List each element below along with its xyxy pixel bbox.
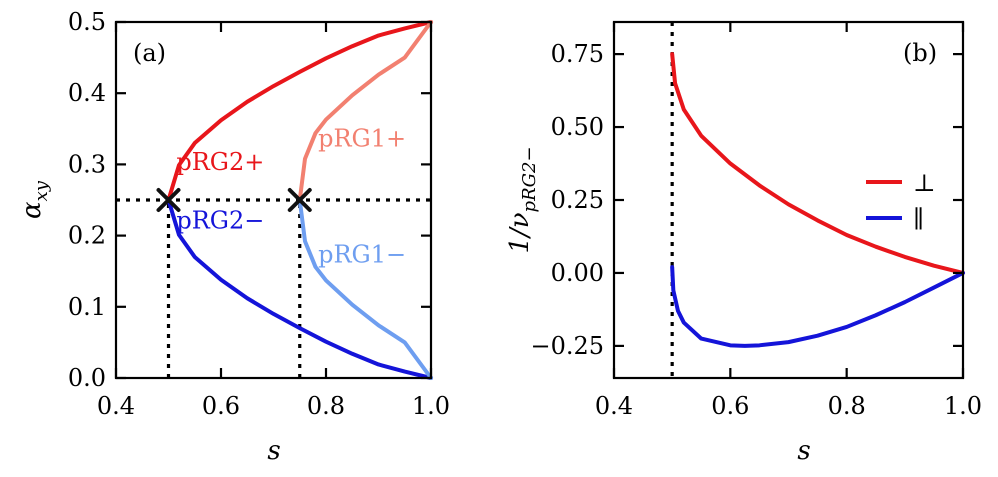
panel-b-series-line-1: [670, 265, 965, 348]
panel-b-series-line-0: [670, 52, 965, 275]
panel-a: pRG2+pRG2−pRG1+pRG1− 0.4 0.6 0.8 1.00.00.10…: [17, 8, 450, 466]
marker-stroke: [156, 188, 181, 212]
panel-b-ticks: 0.4 0.6 0.8 1.0 −0.25 0.00 0.25 0.50 0.75: [530, 22, 982, 420]
panel-a-annotation-4: pRG1−: [318, 241, 406, 269]
panel-a-xlabel: s: [267, 436, 280, 466]
panel-a-annotation-3: pRG1+: [318, 125, 406, 153]
panel-b-ytick-label: −0.25: [530, 332, 604, 360]
panel-a-annotation-1: pRG2+: [176, 148, 264, 176]
panel-b-ylabel: 1/νpRG2−: [505, 146, 540, 253]
panel-b-ytick-label: 0.50: [551, 113, 604, 141]
panel-b-ylabel-sub: pRG2−: [519, 146, 540, 212]
panel-a-ticks: 0.4 0.6 0.8 1.0 0.0 0.1 0.2 0.3 0.4 0.5: [68, 8, 450, 420]
panel-b-xtick-label: 1.0: [944, 392, 982, 420]
panel-b-series: [670, 52, 965, 348]
panel-b-xtick-label: 0.6: [711, 392, 749, 420]
panel-a-xtick-label: 1.0: [412, 392, 450, 420]
panel-b-xtick-label: 0.4: [595, 392, 633, 420]
marker-stroke: [287, 188, 312, 212]
panel-b-label: (b): [903, 39, 937, 67]
panel-b-xtick-label: 0.8: [828, 392, 866, 420]
panel-b-ytick-label: 0.75: [551, 40, 604, 68]
panel-a-ytick-label: 0.0: [68, 364, 106, 392]
panel-a-label: (a): [133, 39, 166, 67]
panel-a-series-line-2: [297, 20, 433, 202]
panel-b: 0.4 0.6 0.8 1.0 −0.25 0.00 0.25 0.50 0.75 (b) ⊥ …: [505, 20, 982, 466]
panel-a-marker-2: [287, 188, 312, 212]
panel-a-ytick-label: 0.3: [68, 150, 106, 178]
panel-a-annotations: pRG2+ pRG2− pRG1+ pRG1−: [176, 125, 406, 269]
panel-b-xlabel: s: [797, 436, 810, 466]
panel-a-frame: [114, 20, 433, 380]
panel-a-ytick-label: 0.4: [68, 79, 106, 107]
panel-a-ylabel-sub: xy: [31, 180, 52, 201]
panel-a-series-line-0: [166, 20, 433, 202]
panel-b-ytick-label: 0.25: [551, 186, 604, 214]
legend-label-par: ∥: [913, 205, 924, 233]
panel-a-series-line-3: [297, 198, 433, 380]
panel-b-legend: ⊥ ∥: [866, 169, 936, 233]
panel-a-xtick-label: 0.6: [202, 392, 240, 420]
panel-a-ytick-label: 0.1: [68, 293, 106, 321]
panel-a-ylabel: αxy: [17, 180, 52, 219]
panel-b-ylabel-main: 1/ν: [505, 212, 535, 253]
panel-a-xtick-label: 0.8: [307, 392, 345, 420]
panel-a-xtick-label: 0.4: [97, 392, 135, 420]
panel-a-ylabel-main: α: [17, 201, 47, 219]
panel-a-annotation-2: pRG2−: [176, 206, 264, 234]
panel-a-marker-1: [156, 188, 181, 212]
panel-a-ytick-label: 0.5: [68, 8, 106, 36]
panel-b-ytick-label: 0.00: [551, 259, 604, 287]
panel-a-ytick-label: 0.2: [68, 222, 106, 250]
panel-a-series-line-1: [166, 198, 433, 380]
panel-a-reference-lines: [116, 198, 431, 378]
panel-a-series: [166, 20, 433, 380]
legend-label-perp: ⊥: [913, 169, 936, 197]
panel-b-frame: [612, 20, 965, 380]
panel-a-markers: [156, 188, 312, 212]
